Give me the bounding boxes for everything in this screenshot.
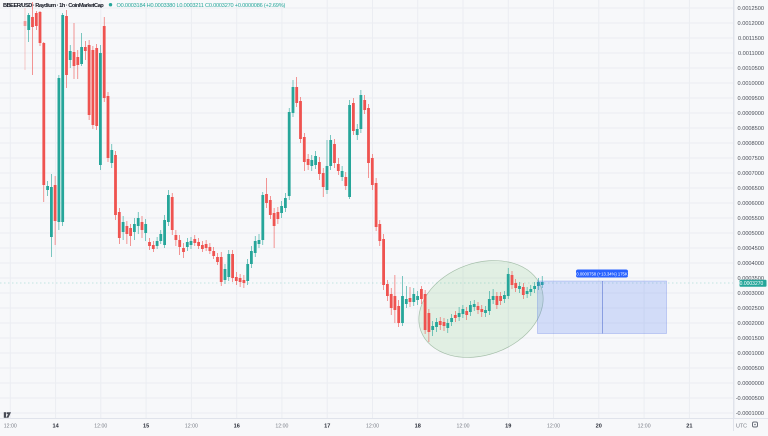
- svg-text:0.0000758 (+13.34%) 175K: 0.0000758 (+13.34%) 175K: [576, 271, 628, 276]
- svg-text:0.0003270: 0.0003270: [740, 281, 764, 287]
- svg-text:0.0011500: 0.0011500: [738, 36, 764, 42]
- svg-text:12:00: 12:00: [547, 424, 560, 430]
- svg-text:12:00: 12:00: [185, 424, 198, 430]
- svg-text:0.0007500: 0.0007500: [738, 156, 764, 162]
- svg-text:0.0009500: 0.0009500: [738, 96, 764, 102]
- svg-text:0.0002500: 0.0002500: [738, 306, 764, 312]
- svg-text:0.0001500: 0.0001500: [738, 336, 764, 342]
- svg-text:0.0012500: 0.0012500: [738, 6, 764, 12]
- svg-text:0.0008000: 0.0008000: [738, 141, 764, 147]
- svg-text:-0.0001000: -0.0001000: [736, 411, 764, 417]
- svg-text:0.0000500: 0.0000500: [738, 366, 764, 372]
- svg-text:17: 17: [324, 424, 330, 430]
- svg-text:0.0009000: 0.0009000: [738, 111, 764, 117]
- svg-text:15: 15: [143, 424, 149, 430]
- svg-text:0.0010000: 0.0010000: [738, 81, 764, 87]
- svg-text:12:00: 12:00: [94, 424, 107, 430]
- svg-text:20: 20: [596, 424, 602, 430]
- svg-text:12:00: 12:00: [366, 424, 379, 430]
- svg-text:0.0005000: 0.0005000: [738, 231, 764, 237]
- svg-text:UTC: UTC: [736, 424, 747, 430]
- svg-text:0.0012000: 0.0012000: [738, 21, 764, 27]
- svg-text:0.0006500: 0.0006500: [738, 186, 764, 192]
- svg-text:0.0004500: 0.0004500: [738, 246, 764, 252]
- svg-text:BBEER/USD · Raydium · 1h · Coi: BBEER/USD · Raydium · 1h · CoinMarketCap: [3, 3, 104, 9]
- svg-text:0.0010500: 0.0010500: [738, 66, 764, 72]
- svg-text:18: 18: [415, 424, 421, 430]
- svg-text:0.0000000: 0.0000000: [738, 381, 764, 387]
- svg-text:21: 21: [686, 424, 692, 430]
- svg-text:16: 16: [234, 424, 240, 430]
- svg-text:0.0006000: 0.0006000: [738, 201, 764, 207]
- svg-text:0.0003000: 0.0003000: [738, 291, 764, 297]
- svg-text:0.0002000: 0.0002000: [738, 321, 764, 327]
- svg-text:0.0003500: 0.0003500: [738, 276, 764, 282]
- svg-text:0.0008500: 0.0008500: [738, 126, 764, 132]
- svg-text:0.0005500: 0.0005500: [738, 216, 764, 222]
- svg-text:-0.0000500: -0.0000500: [736, 396, 764, 402]
- svg-text:O0.0003184 H0.0003380 L0.00032: O0.0003184 H0.0003380 L0.0003211 C0.0003…: [117, 3, 286, 9]
- svg-text:0.0004000: 0.0004000: [738, 261, 764, 267]
- svg-text:12:00: 12:00: [638, 424, 651, 430]
- svg-text:0.0001000: 0.0001000: [738, 351, 764, 357]
- svg-text:12:00: 12:00: [275, 424, 288, 430]
- svg-text:0.0011000: 0.0011000: [738, 51, 764, 57]
- svg-text:14: 14: [52, 424, 59, 430]
- svg-text:12:00: 12:00: [4, 424, 17, 430]
- svg-text:19: 19: [505, 424, 511, 430]
- svg-text:0.0007000: 0.0007000: [738, 171, 764, 177]
- svg-text:12:00: 12:00: [457, 424, 470, 430]
